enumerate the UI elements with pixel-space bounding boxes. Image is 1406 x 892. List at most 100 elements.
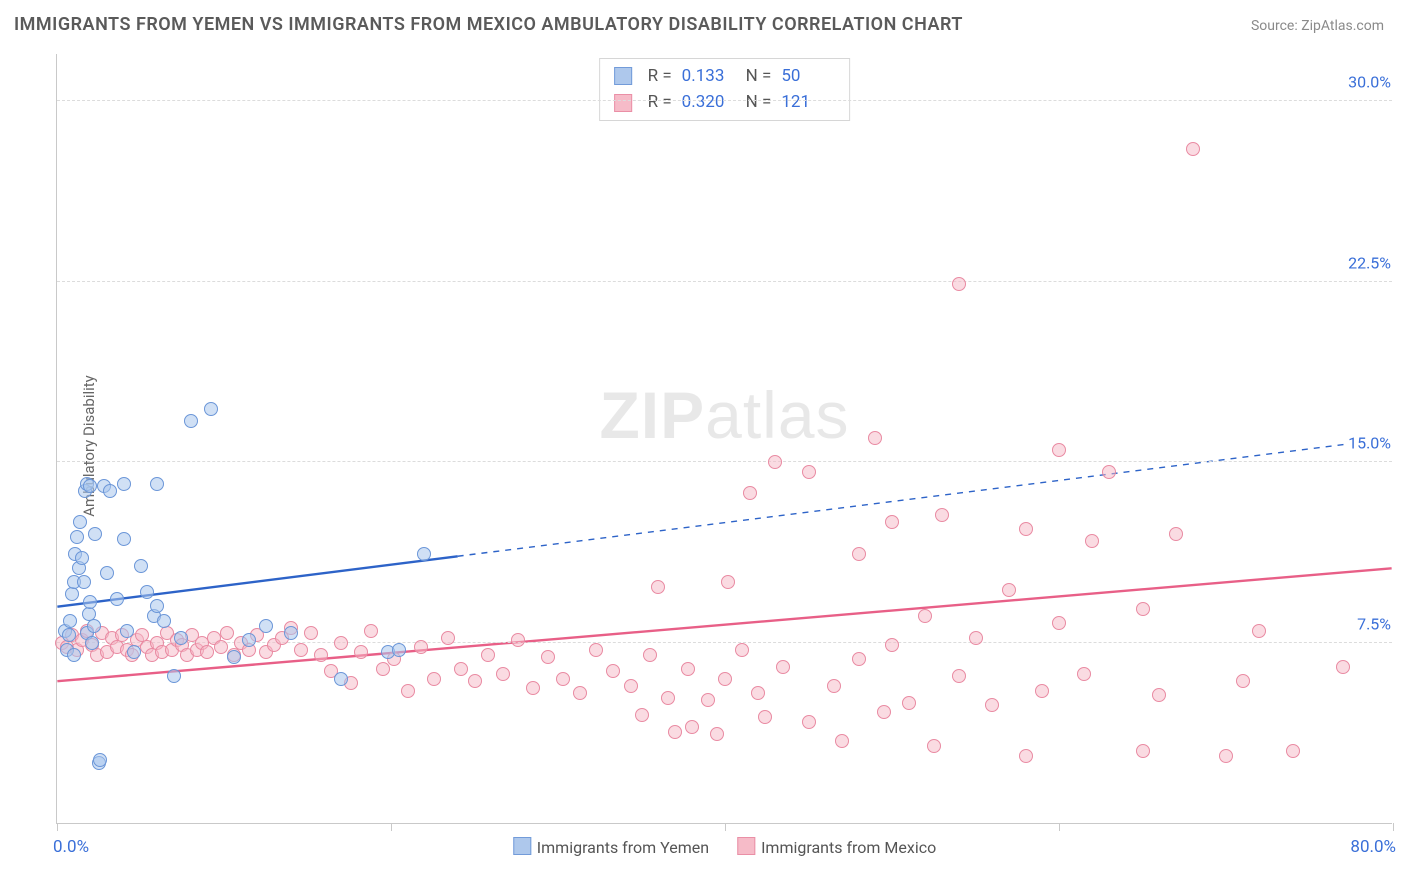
mexico-marker xyxy=(1136,744,1150,758)
mexico-marker xyxy=(526,681,540,695)
mexico-marker xyxy=(710,727,724,741)
source-attribution: Source: ZipAtlas.com xyxy=(1251,18,1384,34)
x-tick xyxy=(57,823,58,831)
mexico-marker xyxy=(573,686,587,700)
mexico-marker xyxy=(852,547,866,561)
swatch-mexico xyxy=(737,837,755,855)
mexico-marker xyxy=(1019,749,1033,763)
r-value-yemen: 0.133 xyxy=(682,63,736,89)
legend-item-yemen: Immigrants from Yemen xyxy=(513,837,709,857)
mexico-marker xyxy=(651,580,665,594)
swatch-yemen xyxy=(614,67,632,85)
yemen-marker xyxy=(284,626,298,640)
mexico-marker xyxy=(214,640,228,654)
yemen-marker xyxy=(63,614,77,628)
series-legend: Immigrants from Yemen Immigrants from Me… xyxy=(513,837,936,857)
mexico-marker xyxy=(401,684,415,698)
mexico-marker xyxy=(441,631,455,645)
mexico-marker xyxy=(918,609,932,623)
mexico-marker xyxy=(1286,744,1300,758)
mexico-marker xyxy=(496,667,510,681)
mexico-marker xyxy=(668,725,682,739)
yemen-marker xyxy=(227,650,241,664)
mexico-marker xyxy=(969,631,983,645)
n-value-yemen: 50 xyxy=(781,63,835,89)
yemen-marker xyxy=(75,551,89,565)
mexico-marker xyxy=(776,660,790,674)
mexico-marker xyxy=(802,465,816,479)
yemen-marker xyxy=(392,643,406,657)
yemen-marker xyxy=(140,585,154,599)
plot-area: ZIPatlas R = 0.133 N = 50 R = 0.320 N = … xyxy=(56,54,1392,824)
chart-title: IMMIGRANTS FROM YEMEN VS IMMIGRANTS FROM… xyxy=(14,14,963,35)
yemen-marker xyxy=(184,414,198,428)
mexico-marker xyxy=(902,696,916,710)
swatch-mexico xyxy=(614,94,632,112)
y-tick-label: 22.5% xyxy=(1344,253,1395,272)
yemen-marker xyxy=(62,628,76,642)
yemen-marker xyxy=(117,477,131,491)
mexico-marker xyxy=(1152,688,1166,702)
mexico-marker xyxy=(541,650,555,664)
source-label: Source: xyxy=(1251,18,1301,34)
mexico-marker xyxy=(802,715,816,729)
yemen-marker xyxy=(73,515,87,529)
yemen-marker xyxy=(83,595,97,609)
n-label: N = xyxy=(746,63,772,89)
mexico-marker xyxy=(200,645,214,659)
yemen-marker xyxy=(87,619,101,633)
stats-row-yemen: R = 0.133 N = 50 xyxy=(614,63,836,89)
mexico-marker xyxy=(701,693,715,707)
mexico-marker xyxy=(1252,624,1266,638)
yemen-marker xyxy=(157,614,171,628)
r-value-mexico: 0.320 xyxy=(682,89,736,115)
yemen-marker xyxy=(174,631,188,645)
mexico-marker xyxy=(454,662,468,676)
mexico-marker xyxy=(220,626,234,640)
mexico-marker xyxy=(852,652,866,666)
mexico-marker xyxy=(935,508,949,522)
mexico-marker xyxy=(1077,667,1091,681)
mexico-marker xyxy=(758,710,772,724)
yemen-marker xyxy=(70,530,84,544)
mexico-marker xyxy=(414,640,428,654)
y-tick-label: 15.0% xyxy=(1344,434,1395,453)
mexico-marker xyxy=(606,664,620,678)
x-tick xyxy=(725,823,726,831)
mexico-marker xyxy=(1052,443,1066,457)
mexico-marker xyxy=(985,698,999,712)
n-value-mexico: 121 xyxy=(781,89,835,115)
mexico-marker xyxy=(294,643,308,657)
mexico-marker xyxy=(827,679,841,693)
mexico-marker xyxy=(427,672,441,686)
mexico-marker xyxy=(556,672,570,686)
mexico-marker xyxy=(681,662,695,676)
mexico-marker xyxy=(768,455,782,469)
x-axis-min-label: 0.0% xyxy=(53,837,89,857)
mexico-marker xyxy=(589,643,603,657)
yemen-marker xyxy=(88,527,102,541)
x-axis-max-label: 80.0% xyxy=(1350,837,1396,857)
yemen-marker xyxy=(77,575,91,589)
mexico-marker xyxy=(835,734,849,748)
mexico-marker xyxy=(1002,583,1016,597)
mexico-marker xyxy=(1085,534,1099,548)
mexico-marker xyxy=(468,674,482,688)
mexico-marker xyxy=(952,669,966,683)
mexico-marker xyxy=(877,705,891,719)
mexico-marker xyxy=(643,648,657,662)
r-label: R = xyxy=(648,63,672,89)
yemen-marker xyxy=(93,753,107,767)
mexico-marker xyxy=(751,686,765,700)
stats-legend: R = 0.133 N = 50 R = 0.320 N = 121 xyxy=(599,58,851,121)
swatch-yemen xyxy=(513,837,531,855)
yemen-marker xyxy=(85,636,99,650)
yemen-marker xyxy=(117,532,131,546)
x-tick xyxy=(1393,823,1394,831)
yemen-marker xyxy=(150,477,164,491)
mexico-marker xyxy=(885,515,899,529)
mexico-marker xyxy=(1236,674,1250,688)
yemen-marker xyxy=(120,624,134,638)
yemen-marker xyxy=(65,587,79,601)
source-name: ZipAtlas.com xyxy=(1301,18,1384,34)
